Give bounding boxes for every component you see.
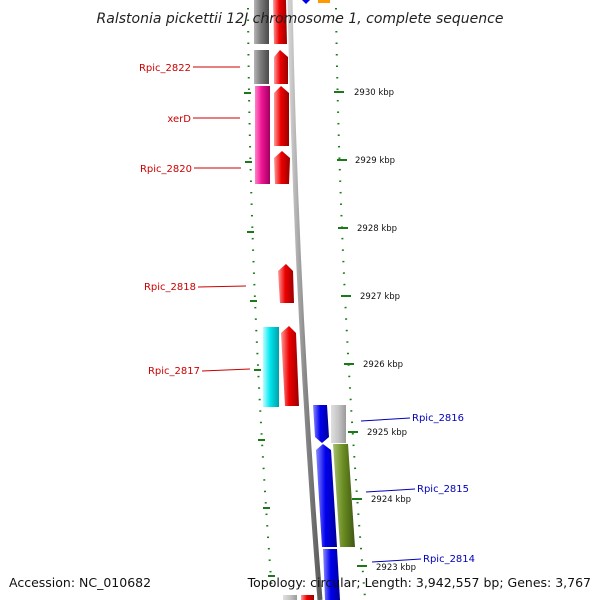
leader-rpic-2815 bbox=[365, 488, 416, 493]
kbp-label-2926: 2926 kbp bbox=[363, 360, 403, 370]
leader-rpic-2818 bbox=[197, 285, 247, 288]
gene-label-rpic-2818[interactable]: Rpic_2818 bbox=[144, 282, 196, 293]
inner-guide-ring bbox=[247, 7, 273, 593]
gene-block-rpic-2816-gray[interactable] bbox=[331, 405, 346, 443]
leader-rpic-2816 bbox=[360, 417, 411, 422]
kbp-ticks bbox=[334, 91, 367, 567]
gene-arrow-rpic-2822[interactable] bbox=[274, 50, 288, 84]
gene-arrow-rpic-2818[interactable] bbox=[278, 264, 294, 303]
gene-label-rpic-2815[interactable]: Rpic_2815 bbox=[417, 484, 469, 495]
kbp-label-2924: 2924 kbp bbox=[371, 495, 411, 505]
gene-arrow-rpic-2820[interactable] bbox=[274, 151, 290, 184]
kbp-label-2930: 2930 kbp bbox=[354, 88, 394, 98]
gene-block-top-gray[interactable] bbox=[254, 0, 269, 44]
leader-rpic-2817 bbox=[201, 368, 251, 372]
gene-label-rpic-2822[interactable]: Rpic_2822 bbox=[139, 63, 191, 74]
top-blue-marker bbox=[302, 0, 310, 4]
map-title: Ralstonia pickettii 12J chromosome 1, co… bbox=[97, 11, 504, 27]
summary-text: Topology: circular; Length: 3,942,557 bp… bbox=[247, 575, 591, 590]
gene-label-rpic-2820[interactable]: Rpic_2820 bbox=[140, 164, 192, 175]
gene-block-rpic-2822-gray[interactable] bbox=[254, 50, 269, 84]
inner-ticks bbox=[244, 92, 275, 577]
gene-arrow-xerd[interactable] bbox=[274, 86, 289, 146]
gene-arrow-rpic-2815[interactable] bbox=[316, 444, 337, 547]
bottom-gray-stub bbox=[283, 595, 297, 600]
kbp-label-2923: 2923 kbp bbox=[376, 563, 416, 573]
gene-label-xerd[interactable]: xerD bbox=[167, 114, 191, 125]
outer-guide-ring bbox=[335, 7, 366, 599]
kbp-label-2925: 2925 kbp bbox=[367, 428, 407, 438]
gene-block-rpic-2817-cyan[interactable] bbox=[263, 327, 279, 407]
kbp-label-2928: 2928 kbp bbox=[357, 224, 397, 234]
gene-block-rpic-2815-olive[interactable] bbox=[333, 444, 355, 547]
gene-label-rpic-2816[interactable]: Rpic_2816 bbox=[412, 413, 464, 424]
gene-arrow-top[interactable] bbox=[273, 0, 287, 44]
accession-text: Accession: NC_010682 bbox=[9, 575, 151, 590]
gene-label-rpic-2814[interactable]: Rpic_2814 bbox=[423, 554, 475, 565]
gene-label-rpic-2817[interactable]: Rpic_2817 bbox=[148, 366, 200, 377]
gene-block-xerd-magenta[interactable] bbox=[255, 86, 270, 184]
gene-arrow-rpic-2817[interactable] bbox=[281, 326, 299, 406]
gene-arrow-rpic-2816[interactable] bbox=[313, 405, 329, 443]
bottom-red-stub bbox=[301, 595, 314, 600]
top-orange-marker bbox=[318, 0, 330, 3]
kbp-label-2927: 2927 kbp bbox=[360, 292, 400, 302]
gene-arrow-rpic-2814[interactable] bbox=[323, 549, 340, 600]
kbp-label-2929: 2929 kbp bbox=[355, 156, 395, 166]
leader-rpic-2814 bbox=[371, 558, 422, 563]
genome-backbone bbox=[287, 0, 323, 600]
